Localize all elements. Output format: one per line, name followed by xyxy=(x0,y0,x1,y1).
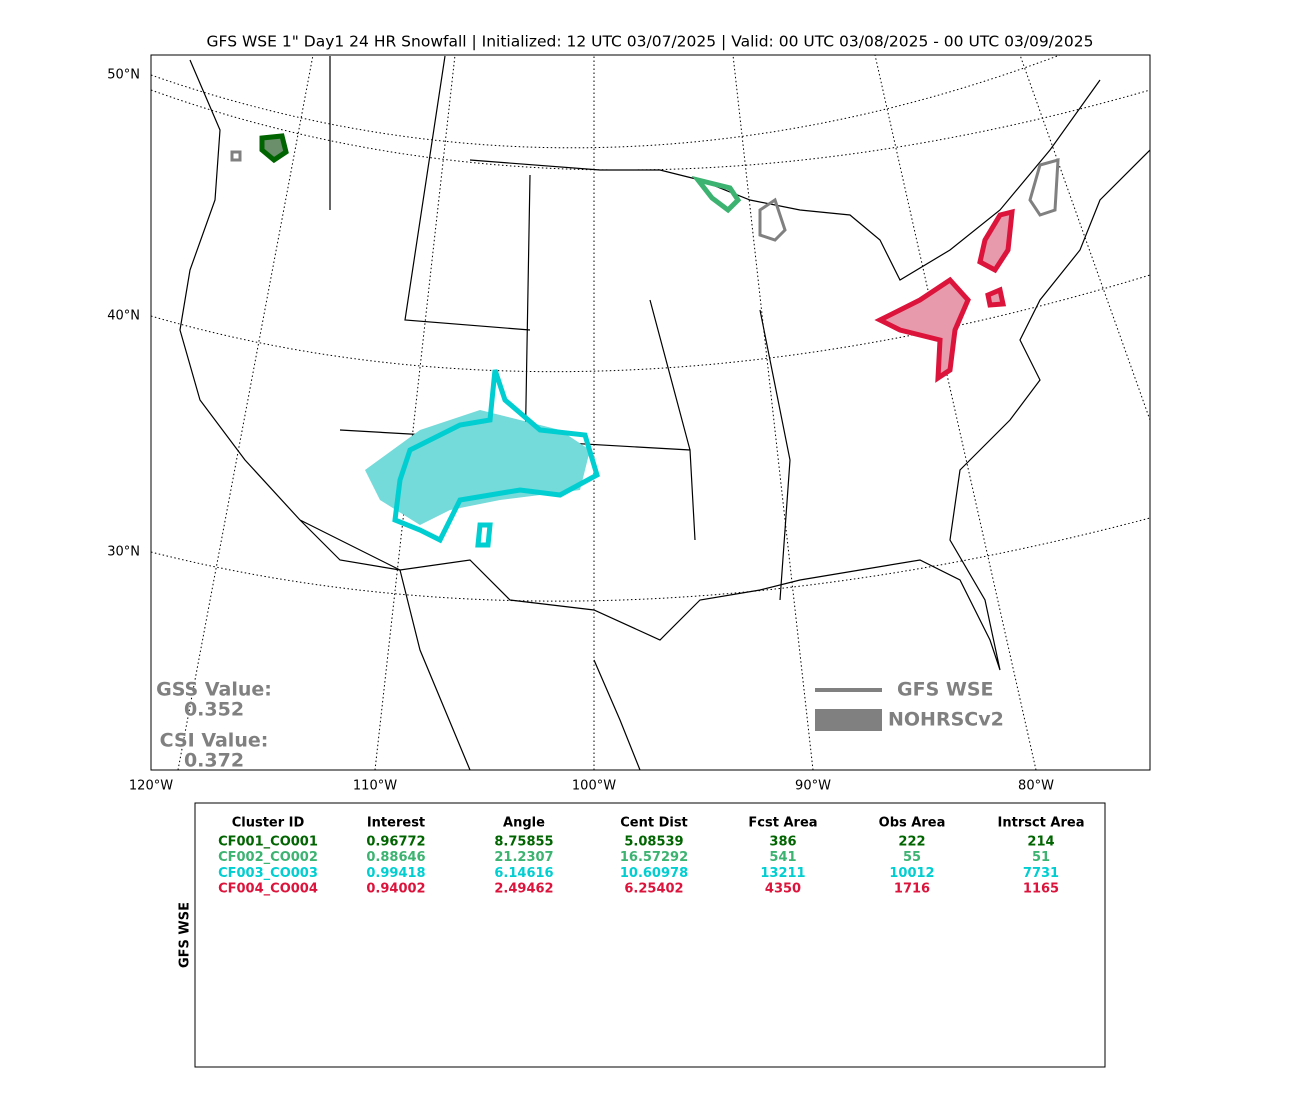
map-frame xyxy=(150,54,1151,771)
table-cell: 386 xyxy=(769,835,796,850)
cluster-outline xyxy=(691,175,742,214)
table-cell: 1165 xyxy=(1023,882,1059,897)
table-frame xyxy=(194,802,1106,1068)
lon-label: 100°W xyxy=(572,779,616,794)
lon-label: 110°W xyxy=(353,779,397,794)
parallel xyxy=(151,274,1150,373)
table-side-label: GFS WSE xyxy=(178,902,193,968)
table-cell: 2.49462 xyxy=(494,882,553,897)
lat-label: 30°N xyxy=(107,545,140,560)
meridian xyxy=(177,55,314,770)
legend-label: NOHRSCv2 xyxy=(888,709,1004,731)
table: GFS WSE Cluster ID Interest Angle Cent Dist… xyxy=(178,802,1106,1068)
table-cell: 55 xyxy=(903,850,921,865)
table-cell: 0.96772 xyxy=(366,835,425,850)
table-cell: 1716 xyxy=(894,882,930,897)
table-cell: 51 xyxy=(1032,850,1050,865)
table-cell: 13211 xyxy=(760,866,805,881)
map-content xyxy=(151,55,1150,770)
stat-label: CSI Value: xyxy=(160,730,269,752)
lat-label: 40°N xyxy=(107,309,140,324)
column-header: Intrsct Area xyxy=(998,816,1085,831)
table-cell: 0.99418 xyxy=(366,866,425,881)
legend: GFS WSE NOHRSCv2 xyxy=(815,679,1004,731)
table-cell: 16.57292 xyxy=(620,850,688,865)
stats: GSS Value:0.352 CSI Value:0.372 xyxy=(156,679,272,772)
stat-label: GSS Value: xyxy=(156,679,272,701)
column-header: Obs Area xyxy=(879,816,946,831)
table-cell: 10012 xyxy=(889,866,934,881)
table-cell: 222 xyxy=(898,835,925,850)
table-cell: 0.94002 xyxy=(366,882,425,897)
map: GSS Value:0.352 CSI Value:0.372 GFS WSE NO… xyxy=(107,54,1151,794)
stat-value: 0.372 xyxy=(184,750,244,772)
coastline xyxy=(179,59,1150,671)
border xyxy=(299,55,791,770)
column-header: Angle xyxy=(503,816,545,831)
table-cell: CF001_CO001 xyxy=(218,835,318,850)
legend-patch xyxy=(815,709,882,731)
table-cell: 0.88646 xyxy=(366,850,425,865)
table-cell: 541 xyxy=(769,850,796,865)
axis-labels: 50°N 40°N 30°N 120°W 110°W 100°W 90°W 80°W xyxy=(107,68,1054,794)
table-cell: 214 xyxy=(1027,835,1054,850)
column-header: Cluster ID xyxy=(232,816,305,831)
column-header: Cent Dist xyxy=(620,816,688,831)
lon-label: 90°W xyxy=(795,779,831,794)
table-cell: CF002_CO002 xyxy=(218,850,318,865)
table-cell: 5.08539 xyxy=(624,835,683,850)
cluster-outline xyxy=(874,208,1015,383)
table-cell: CF003_CO003 xyxy=(218,866,318,881)
stat-value: 0.352 xyxy=(184,699,244,721)
table-cell: 7731 xyxy=(1023,866,1059,881)
column-header: Fcst Area xyxy=(748,816,817,831)
table-cell: 21.2307 xyxy=(494,850,553,865)
table-cell: 6.25402 xyxy=(624,882,683,897)
parallel xyxy=(151,55,1061,149)
table-body: Cluster ID Interest Angle Cent Dist Fcst Are… xyxy=(218,816,1084,897)
title: GFS WSE 1" Day1 24 HR Snowfall | Initial… xyxy=(207,33,1094,51)
cluster-outline xyxy=(392,369,600,548)
table-cell: CF004_CO004 xyxy=(218,882,318,897)
forecast-outline xyxy=(230,150,1060,242)
legend-label: GFS WSE xyxy=(897,679,994,701)
cluster-observed xyxy=(365,410,590,525)
table-cell: 10.60978 xyxy=(620,866,688,881)
column-header: Interest xyxy=(367,816,425,831)
table-cell: 8.75855 xyxy=(494,835,553,850)
table-cell: 4350 xyxy=(765,882,801,897)
meridian xyxy=(1019,55,1150,421)
lon-label: 80°W xyxy=(1018,779,1054,794)
lon-label: 120°W xyxy=(129,779,173,794)
table-cell: 6.14616 xyxy=(494,866,553,881)
lat-label: 50°N xyxy=(107,68,140,83)
cluster-outline xyxy=(259,133,289,164)
